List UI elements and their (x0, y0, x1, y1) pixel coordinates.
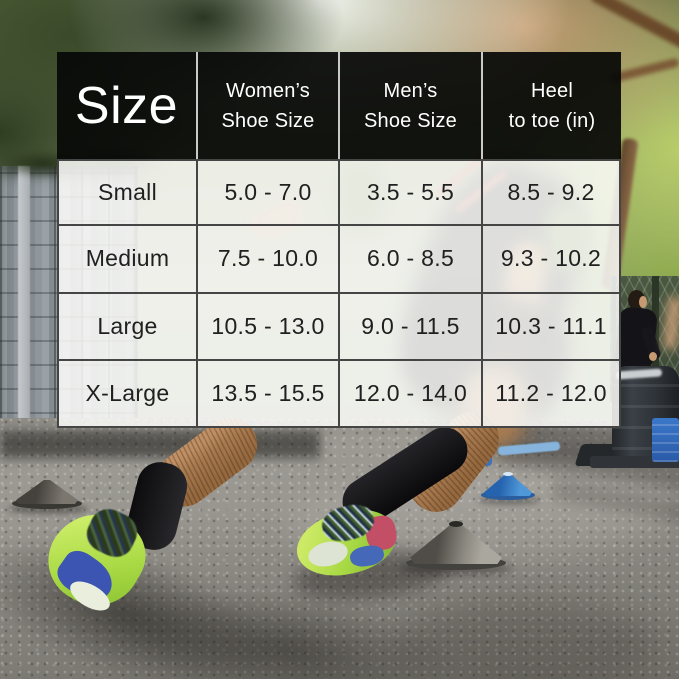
header-cell-womens-shoe-size: Women’s Shoe Size (198, 52, 340, 159)
cone-shadow (478, 496, 540, 505)
row-small-size-label: Small (57, 159, 198, 227)
row-small-heel-to-toe: 8.5 - 9.2 (483, 159, 621, 227)
header-cell-mens-shoe-size: Men’s Shoe Size (340, 52, 483, 159)
row-medium-mens: 6.0 - 8.5 (340, 226, 483, 294)
row-xlarge-heel-to-toe: 11.2 - 12.0 (483, 360, 621, 428)
size-chart-title: Size (74, 76, 179, 135)
background-jogger-hand (649, 352, 657, 361)
size-chart-header-row: Size Women’s Shoe Size Men’s Shoe Size H… (57, 52, 621, 159)
row-medium-size-label: Medium (57, 226, 198, 294)
cone-top-hole (503, 472, 513, 476)
header-line: Shoe Size (364, 109, 457, 132)
row-large-size-label: Large (57, 293, 198, 361)
row-medium-womens: 7.5 - 10.0 (198, 226, 340, 294)
header-line: to toe (in) (508, 109, 596, 132)
row-xlarge-mens: 12.0 - 14.0 (340, 360, 483, 428)
fence-post (18, 166, 30, 460)
header-line: Women’s (225, 79, 311, 102)
header-cell-heel-to-toe: Heel to toe (in) (483, 52, 621, 159)
ground-shadow (390, 598, 660, 679)
fence-shadow (0, 431, 320, 458)
header-line: Shoe Size (221, 109, 315, 132)
cone-shadow (8, 504, 88, 514)
row-large-heel-to-toe: 10.3 - 11.1 (483, 293, 621, 361)
header-line: Heel (531, 79, 573, 102)
cone-top-hole (449, 521, 463, 527)
row-medium-heel-to-toe: 9.3 - 10.2 (483, 226, 621, 294)
size-chart-body: Small 5.0 - 7.0 3.5 - 5.5 8.5 - 9.2 Medi… (57, 159, 621, 428)
row-small-mens: 3.5 - 5.5 (340, 159, 483, 227)
header-cell-size: Size (57, 52, 198, 159)
row-large-mens: 9.0 - 11.5 (340, 293, 483, 361)
blue-crate (652, 418, 679, 462)
row-xlarge-womens: 13.5 - 15.5 (198, 360, 340, 428)
row-xlarge-size-label: X-Large (57, 360, 198, 428)
size-chart-table: Size Women’s Shoe Size Men’s Shoe Size H… (57, 52, 621, 428)
row-small-womens: 5.0 - 7.0 (198, 159, 340, 227)
background-jogger-face (639, 296, 647, 308)
header-line: Men’s (383, 79, 438, 102)
row-large-womens: 10.5 - 13.0 (198, 293, 340, 361)
